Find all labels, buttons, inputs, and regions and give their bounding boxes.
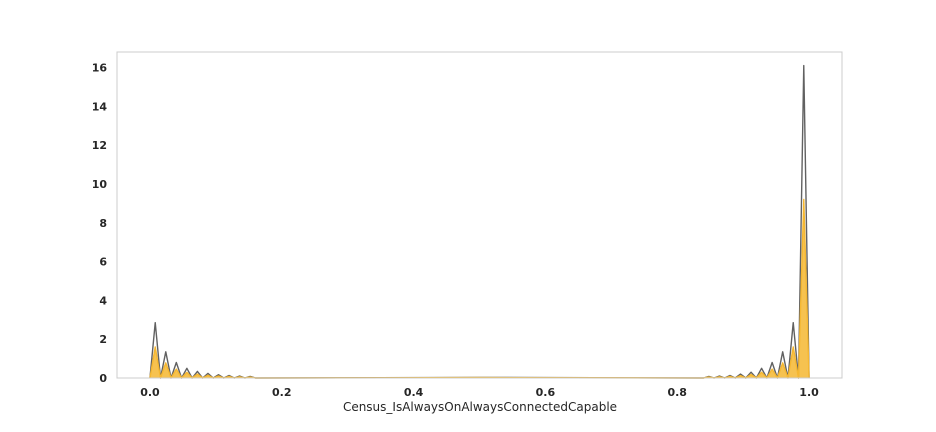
x-tick-label: 0.6 bbox=[536, 386, 556, 399]
y-tick-label: 16 bbox=[92, 62, 108, 75]
x-tick-label: 1.0 bbox=[799, 386, 819, 399]
y-tick-label: 10 bbox=[92, 178, 108, 191]
y-tick-label: 14 bbox=[92, 100, 108, 113]
plot-frame bbox=[116, 51, 843, 379]
y-tick-label: 2 bbox=[99, 333, 107, 346]
y-axis: 0 2 4 6 8 10 12 14 16 bbox=[92, 62, 108, 385]
x-tick-label: 0.2 bbox=[272, 386, 292, 399]
y-tick-label: 6 bbox=[99, 256, 107, 269]
y-tick-label: 0 bbox=[99, 372, 107, 385]
x-axis: 0.0 0.2 0.4 0.6 0.8 1.0 bbox=[140, 386, 819, 399]
y-tick-label: 4 bbox=[99, 294, 107, 307]
x-tick-label: 0.8 bbox=[667, 386, 687, 399]
y-tick-label: 12 bbox=[92, 139, 107, 152]
y-tick-label: 8 bbox=[99, 217, 107, 230]
x-axis-title: Census_IsAlwaysOnAlwaysConnectedCapable bbox=[343, 400, 617, 414]
x-tick-label: 0.0 bbox=[140, 386, 160, 399]
x-tick-label: 0.4 bbox=[404, 386, 424, 399]
